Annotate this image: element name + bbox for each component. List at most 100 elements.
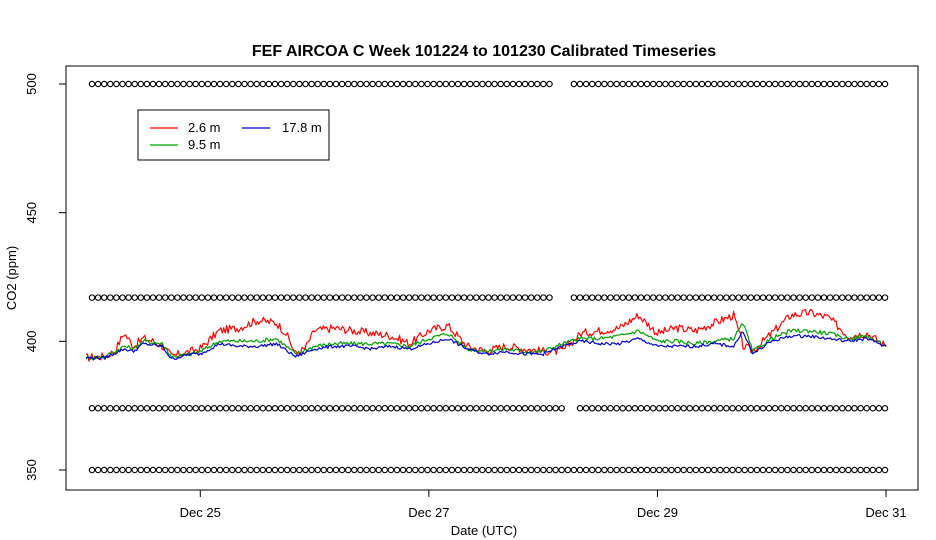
flag-marker: [857, 80, 864, 88]
flag-marker: [820, 294, 828, 301]
flag-marker: [143, 294, 151, 301]
flag-marker: [180, 404, 187, 412]
flag-marker: [771, 404, 779, 412]
flag-marker: [619, 404, 626, 412]
flag-marker: [198, 294, 206, 301]
flag-marker: [198, 404, 206, 412]
flag-marker: [521, 80, 529, 88]
flag-marker: [686, 294, 694, 301]
flag-marker: [259, 404, 267, 412]
flag-marker: [125, 294, 132, 301]
flag-marker: [479, 466, 486, 474]
flag-marker: [424, 404, 431, 412]
flag-marker: [717, 294, 724, 301]
flag-marker: [466, 294, 474, 301]
flag-marker: [448, 294, 456, 301]
flag-marker: [473, 466, 480, 474]
flag-marker: [869, 404, 877, 412]
flag-marker: [582, 466, 590, 474]
flag-marker: [460, 404, 468, 412]
flag-marker: [710, 404, 718, 412]
flag-marker: [247, 404, 254, 412]
flag-marker: [503, 466, 511, 474]
flag-marker: [149, 404, 157, 412]
flag-marker: [357, 80, 364, 88]
flag-marker: [369, 294, 376, 301]
flag-marker: [192, 404, 199, 412]
flag-marker: [875, 80, 883, 88]
flag-marker: [601, 466, 608, 474]
flag-marker: [229, 80, 236, 88]
flag-marker: [863, 80, 870, 88]
flag-marker: [155, 466, 163, 474]
flag-marker: [723, 80, 730, 88]
flag-marker: [814, 294, 822, 301]
flag-marker: [265, 466, 273, 474]
flag-marker: [253, 80, 260, 88]
flag-marker: [442, 294, 450, 301]
y-axis-label: CO2 (ppm): [4, 246, 19, 310]
x-axis-label: Date (UTC): [451, 523, 517, 538]
legend: 2.6 m 9.5 m 17.8 m: [137, 109, 330, 161]
flag-marker: [296, 404, 303, 412]
flag-marker: [503, 294, 511, 301]
flag-marker: [839, 294, 846, 301]
flag-marker: [637, 80, 645, 88]
flag-marker: [149, 294, 157, 301]
flag-marker: [387, 404, 395, 412]
flag-marker: [479, 294, 486, 301]
y-tick-label: 500: [24, 73, 39, 95]
flag-marker: [222, 466, 230, 474]
flag-marker: [656, 466, 663, 474]
flag-marker: [277, 80, 285, 88]
flag-marker: [582, 294, 590, 301]
legend-label-9-5m: 9.5 m: [188, 137, 221, 152]
flag-marker: [192, 294, 199, 301]
flag-marker: [448, 404, 456, 412]
flag-marker: [649, 466, 657, 474]
flag-marker: [381, 404, 389, 412]
flag-marker: [369, 80, 376, 88]
flag-marker: [857, 294, 864, 301]
flag-marker: [588, 404, 596, 412]
flag-marker: [271, 466, 279, 474]
flag-marker: [308, 294, 315, 301]
flag-marker: [820, 80, 828, 88]
flag-marker: [277, 404, 285, 412]
flag-marker: [412, 80, 419, 88]
flag-marker: [845, 80, 852, 88]
flag-marker: [314, 294, 321, 301]
flag-marker: [485, 294, 492, 301]
flag-marker: [826, 466, 834, 474]
flag-markers-layer: [88, 80, 889, 474]
flag-marker: [168, 466, 175, 474]
flag-marker: [442, 404, 450, 412]
flag-marker: [143, 404, 151, 412]
y-axis: 350 400 450 500: [24, 73, 67, 481]
flag-marker: [771, 80, 779, 88]
flag-marker: [845, 404, 852, 412]
flag-marker: [839, 80, 846, 88]
flag-marker: [283, 466, 291, 474]
flag-marker: [570, 294, 578, 301]
flag-marker: [802, 80, 809, 88]
flag-marker: [247, 80, 254, 88]
flag-marker: [424, 466, 431, 474]
flag-marker: [735, 466, 742, 474]
flag-marker: [192, 80, 199, 88]
flag-marker: [247, 294, 254, 301]
flag-marker: [222, 404, 230, 412]
flag-marker: [796, 404, 803, 412]
flag-marker: [271, 80, 279, 88]
flag-marker: [729, 466, 736, 474]
flag-marker: [778, 294, 785, 301]
flag-marker: [174, 466, 181, 474]
flag-marker: [570, 466, 578, 474]
flag-marker: [296, 294, 303, 301]
flag-marker: [210, 404, 218, 412]
flag-marker: [668, 294, 675, 301]
flag-marker: [680, 80, 687, 88]
flag-marker: [881, 294, 889, 301]
series-lines-layer: [85, 308, 887, 362]
